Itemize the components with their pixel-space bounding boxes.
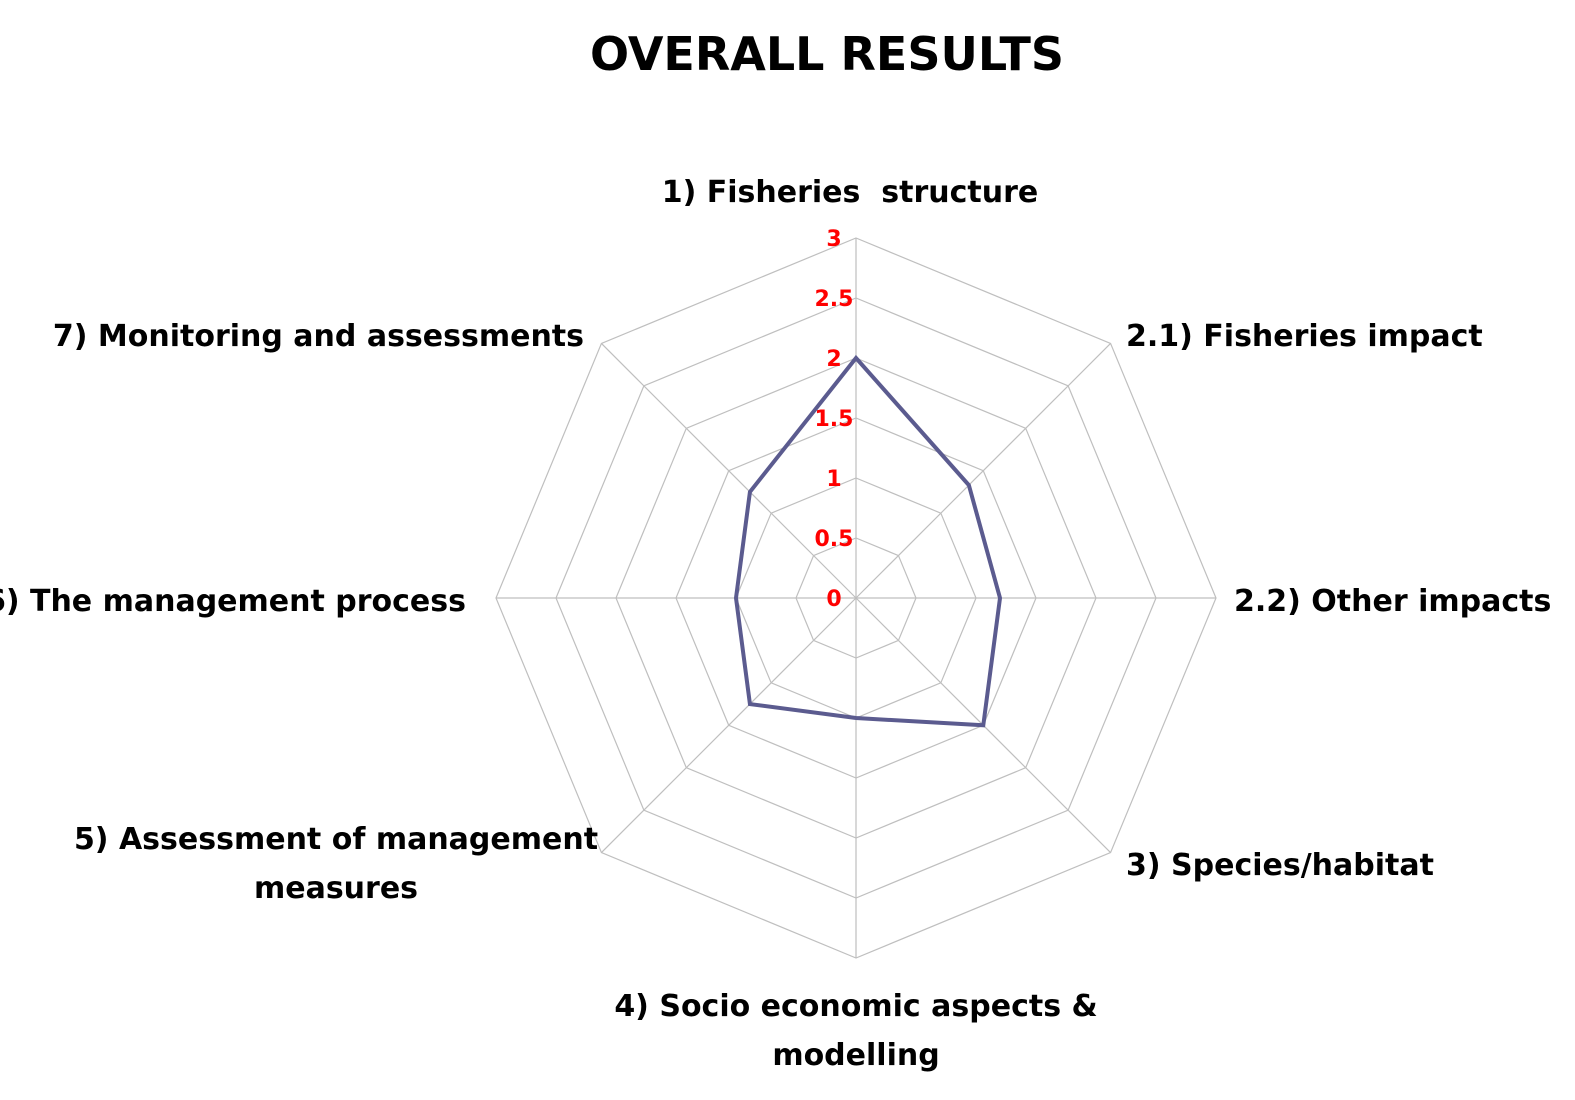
category-label-line: 2.2) Other impacts [1234,584,1551,619]
category-label-line: 7) Monitoring and assessments [53,319,584,354]
radial-tick-labels: 0 0.5 1 1.5 2 2.5 3 [815,227,854,612]
radar-grid [495,237,1217,959]
category-label-5: 5) Assessment of management measures [74,822,598,906]
spoke-7 [601,343,857,599]
category-labels: 1) Fisheries structure 2.1) Fisheries imp… [0,175,1551,1073]
category-label-7: 7) Monitoring and assessments [53,319,584,354]
category-label-line: modelling [772,1038,939,1073]
category-label-3: 3) Species/habitat [1126,848,1434,883]
spoke-1 [855,343,1111,599]
category-label-line: 2.1) Fisheries impact [1126,319,1483,354]
tick-label-3: 1.5 [815,407,854,432]
tick-label-1: 0.5 [815,527,854,552]
category-label-1: 2.1) Fisheries impact [1126,319,1483,354]
chart-title: OVERALL RESULTS [590,27,1064,81]
series-group [733,354,1003,728]
tick-label-6: 3 [826,227,841,252]
category-label-0: 1) Fisheries structure [662,175,1039,210]
category-label-6: 6) The management process [0,584,466,619]
tick-label-2: 1 [826,467,841,492]
spoke-5 [601,597,857,853]
tick-label-0: 0 [826,587,841,612]
category-label-line: 4) Socio economic aspects & [614,989,1097,1024]
series-line-0 [733,354,1003,728]
tick-label-4: 2 [826,347,841,372]
category-label-line: 5) Assessment of management [74,822,598,857]
category-label-line: 3) Species/habitat [1126,848,1434,883]
tick-label-5: 2.5 [815,287,854,312]
category-label-4: 4) Socio economic aspects & modelling [614,989,1097,1073]
category-label-2: 2.2) Other impacts [1234,584,1551,619]
category-label-line: 6) The management process [0,584,466,619]
category-label-line: 1) Fisheries structure [662,175,1039,210]
category-label-line: measures [254,871,418,906]
